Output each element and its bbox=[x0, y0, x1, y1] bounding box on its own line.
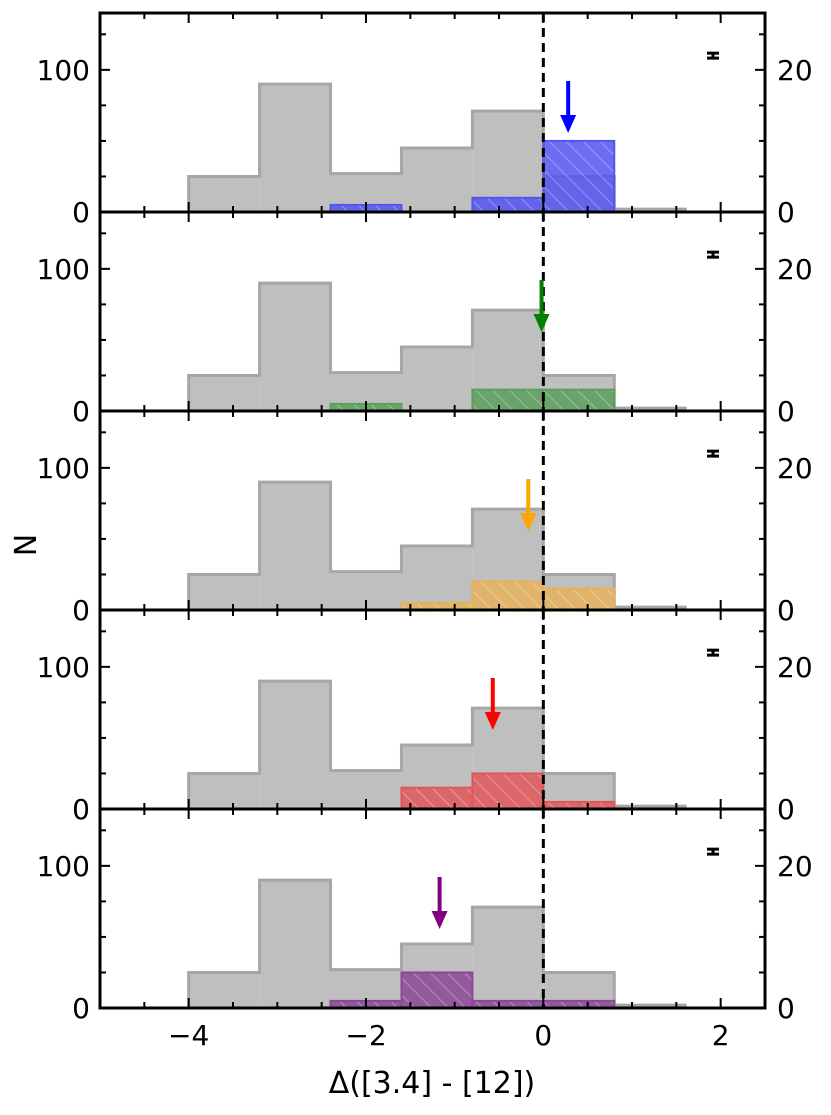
histogram-panel-1: 0 100 0 20 bbox=[37, 11, 813, 229]
background-histogram-outline bbox=[187, 679, 687, 811]
left-y-tick-label: 0 bbox=[72, 395, 90, 428]
median-arrow-head bbox=[431, 911, 448, 929]
median-arrow-head bbox=[520, 513, 537, 531]
panel-frame bbox=[98, 807, 767, 1010]
subset-bar-hatch bbox=[472, 197, 544, 212]
background-bar bbox=[472, 907, 544, 1008]
right-y-tick-label: 20 bbox=[777, 850, 813, 883]
x-tick-label: 0 bbox=[534, 1019, 552, 1052]
histogram-panel-3: 0 100 0 20 bbox=[37, 409, 813, 627]
background-bar bbox=[188, 375, 260, 411]
background-bar bbox=[259, 880, 331, 1008]
subset-bar-hatch bbox=[472, 581, 544, 610]
subset-bar-hatch bbox=[472, 773, 544, 809]
histogram-panel-5: 0 100 0 20 bbox=[37, 807, 813, 1025]
left-y-tick-label: 100 bbox=[37, 452, 90, 485]
left-y-tick-label: 0 bbox=[72, 594, 90, 627]
subset-bar-hatch bbox=[472, 389, 544, 411]
background-bar bbox=[188, 176, 260, 212]
y-axis-label: N bbox=[9, 534, 44, 556]
background-histogram-outline bbox=[187, 480, 687, 612]
background-bar bbox=[259, 482, 331, 610]
right-y-tick-label: 0 bbox=[777, 594, 795, 627]
subset-bar-hatch bbox=[543, 1000, 615, 1008]
background-histogram-outline bbox=[187, 878, 687, 1010]
background-histogram-outline bbox=[187, 281, 687, 413]
right-y-tick-label: 0 bbox=[777, 395, 795, 428]
histogram-panel-2: 0 100 0 20 bbox=[37, 210, 813, 428]
x-tick-label: −4 bbox=[168, 1019, 209, 1052]
background-bar bbox=[401, 148, 473, 212]
background-bar bbox=[188, 574, 260, 610]
subset-bar-hatch bbox=[401, 602, 473, 610]
subset-bar-hatch bbox=[401, 972, 473, 1008]
subset-bar-hatch bbox=[472, 1000, 544, 1008]
left-y-tick-label: 100 bbox=[37, 850, 90, 883]
median-arrow-head bbox=[533, 314, 550, 332]
background-bar bbox=[188, 773, 260, 809]
left-y-tick-label: 100 bbox=[37, 651, 90, 684]
x-tick-label: 2 bbox=[712, 1019, 730, 1052]
background-bar bbox=[188, 972, 260, 1008]
right-y-tick-label: 0 bbox=[777, 793, 795, 826]
histogram-panel-4: 0 100 0 20 bbox=[37, 608, 813, 826]
right-y-tick-label: 20 bbox=[777, 253, 813, 286]
right-y-tick-label: 0 bbox=[777, 992, 795, 1025]
background-bar bbox=[401, 546, 473, 610]
background-bar bbox=[401, 347, 473, 411]
right-y-tick-label: 20 bbox=[777, 651, 813, 684]
subset-bar-hatch bbox=[543, 389, 615, 411]
left-y-tick-label: 100 bbox=[37, 253, 90, 286]
background-bar bbox=[259, 681, 331, 809]
left-y-tick-label: 100 bbox=[37, 54, 90, 87]
median-arrow-head bbox=[560, 115, 577, 133]
background-bar bbox=[259, 283, 331, 411]
left-y-tick-label: 0 bbox=[72, 992, 90, 1025]
background-bar bbox=[259, 84, 331, 212]
left-y-tick-label: 0 bbox=[72, 793, 90, 826]
subset-bar-hatch bbox=[543, 588, 615, 610]
x-tick-labels: −4 −2 0 2 bbox=[168, 1019, 730, 1052]
background-histogram-outline bbox=[187, 82, 687, 214]
background-bar bbox=[472, 111, 544, 212]
right-y-tick-label: 20 bbox=[777, 54, 813, 87]
x-axis-label: Δ([3.4] - [12]) bbox=[329, 1066, 536, 1101]
x-tick-label: −2 bbox=[345, 1019, 386, 1052]
subset-bar-hatch bbox=[543, 801, 615, 809]
subset-bar-hatch bbox=[401, 787, 473, 809]
median-arrow-head bbox=[484, 712, 501, 730]
subset-bar-hatch bbox=[543, 140, 615, 212]
left-y-tick-label: 0 bbox=[72, 196, 90, 229]
right-y-tick-label: 0 bbox=[777, 196, 795, 229]
right-y-tick-label: 20 bbox=[777, 452, 813, 485]
